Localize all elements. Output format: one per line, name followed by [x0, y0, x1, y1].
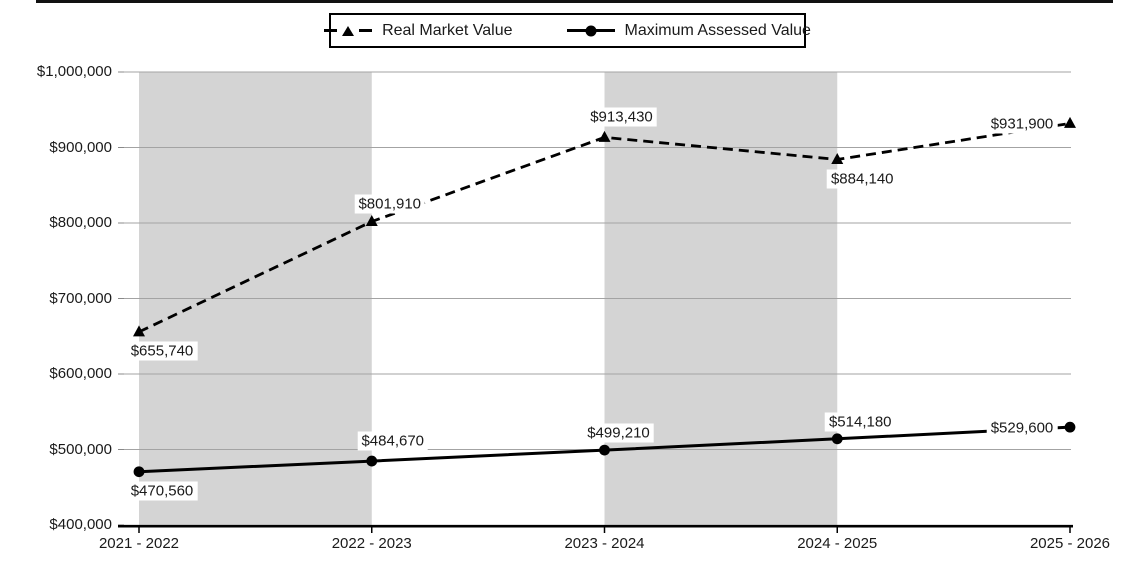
circle-marker — [366, 455, 378, 467]
data-label: $801,910 — [354, 194, 426, 214]
y-axis-label: $600,000 — [49, 365, 112, 382]
x-axis-label: 2021 - 2022 — [98, 535, 180, 552]
y-axis-label: $400,000 — [49, 516, 112, 533]
dashed-line-triangle-marker-icon — [324, 25, 373, 37]
legend-dash-icon — [324, 29, 338, 32]
data-label: $470,560 — [126, 481, 198, 501]
solid-line-circle-marker-icon — [566, 25, 615, 37]
triangle-marker — [831, 152, 844, 164]
circle-marker — [599, 444, 610, 456]
data-label: $514,180 — [824, 412, 896, 432]
x-axis-label: 2025 - 2026 — [1029, 535, 1111, 552]
y-axis-label: $700,000 — [49, 289, 112, 307]
x-axis-label: 2023 - 2024 — [564, 535, 645, 552]
chart-legend: Real Market Value Maximum Assessed Value — [324, 13, 811, 48]
data-label: $913,430 — [586, 107, 657, 127]
data-label: $484,670 — [357, 431, 429, 451]
triangle-marker — [133, 325, 145, 337]
y-axis-label: $800,000 — [49, 214, 112, 231]
top-border-line — [36, 0, 1113, 3]
x-axis-label: 2024 - 2025 — [797, 535, 878, 552]
legend-item-real-market-value: Real Market Value — [324, 21, 513, 40]
legend-dash-icon — [359, 29, 373, 32]
data-label: $655,740 — [126, 341, 198, 361]
legend-circle-icon — [585, 25, 596, 36]
legend-item-maximum-assessed-value: Maximum Assessed Value — [566, 21, 811, 40]
x-axis-label: 2022 - 2023 — [331, 535, 412, 552]
legend-triangle-icon — [342, 25, 355, 36]
legend-label-maximum-assessed-value: Maximum Assessed Value — [624, 21, 811, 39]
circle-marker — [1064, 421, 1076, 433]
circle-marker — [133, 466, 145, 478]
y-axis-label: $500,000 — [49, 440, 112, 458]
y-axis-label: $1,000,000 — [36, 63, 112, 80]
data-label: $499,210 — [583, 423, 654, 443]
triangle-marker — [598, 130, 611, 142]
triangle-marker — [365, 215, 378, 227]
y-axis-label: $900,000 — [49, 138, 112, 156]
triangle-marker — [1064, 116, 1076, 128]
legend-label-real-market-value: Real Market Value — [382, 21, 513, 39]
data-label: $931,900 — [986, 114, 1058, 134]
data-label: $884,140 — [826, 169, 898, 189]
data-label: $529,600 — [986, 418, 1058, 438]
circle-marker — [831, 433, 843, 445]
